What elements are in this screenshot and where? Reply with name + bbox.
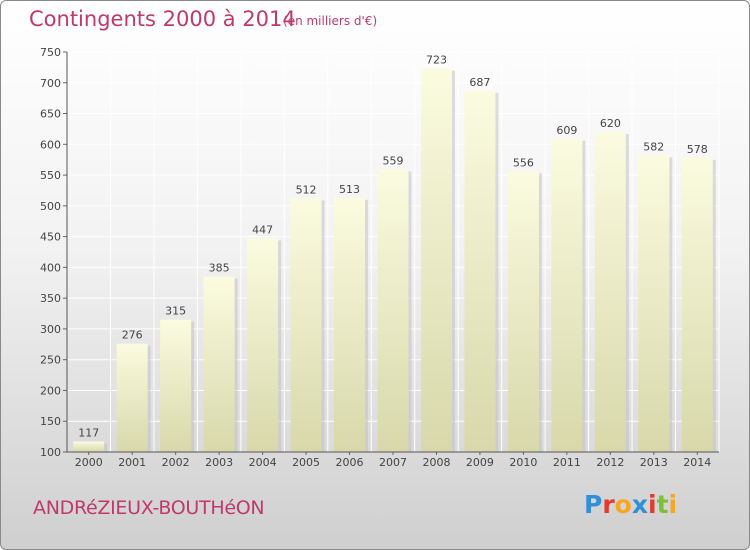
bar <box>420 68 452 452</box>
y-tick-label: 350 <box>40 292 61 305</box>
bar <box>464 90 496 453</box>
y-tick-label: 600 <box>40 138 61 151</box>
data-label: 447 <box>252 223 273 236</box>
data-label: 582 <box>643 140 664 153</box>
bar <box>681 157 713 452</box>
logo-letter: i <box>648 490 657 519</box>
y-tick-label: 250 <box>40 354 61 367</box>
bar <box>507 171 539 452</box>
x-tick-label: 2013 <box>640 456 668 469</box>
y-tick-label: 450 <box>40 231 61 244</box>
x-tick-label: 2011 <box>553 456 581 469</box>
chart-subtitle: (en milliers d'€) <box>283 14 378 28</box>
data-label: 117 <box>78 427 99 440</box>
data-label: 385 <box>209 262 230 275</box>
data-label: 559 <box>383 155 404 168</box>
data-label: 578 <box>687 143 708 156</box>
bar <box>290 198 322 452</box>
y-tick-label: 150 <box>40 415 61 428</box>
x-tick-label: 2001 <box>118 456 146 469</box>
x-tick-label: 2004 <box>249 456 277 469</box>
x-tick-label: 2007 <box>379 456 407 469</box>
proxiti-logo[interactable]: Proxiti <box>584 490 677 519</box>
y-tick-label: 650 <box>40 108 61 121</box>
bar <box>160 319 192 452</box>
data-label: 609 <box>556 124 577 137</box>
y-tick-label: 700 <box>40 77 61 90</box>
data-label: 276 <box>122 329 143 342</box>
chart-title: Contingents 2000 à 2014 <box>29 7 296 31</box>
bar <box>638 155 670 452</box>
data-label: 315 <box>165 305 186 318</box>
y-tick-label: 300 <box>40 323 61 336</box>
y-tick-label: 550 <box>40 169 61 182</box>
bar <box>116 343 148 452</box>
logo-letter: o <box>614 490 632 519</box>
y-tick-label: 500 <box>40 200 61 213</box>
x-tick-label: 2003 <box>205 456 233 469</box>
y-tick-label: 100 <box>40 446 61 459</box>
bar <box>334 197 366 452</box>
logo-letter: t <box>656 490 669 519</box>
data-label: 687 <box>469 76 490 89</box>
bar <box>594 132 626 452</box>
data-label: 556 <box>513 156 534 169</box>
bar <box>377 169 409 453</box>
data-label: 512 <box>296 183 317 196</box>
data-label: 513 <box>339 183 360 196</box>
bars: 117 276 315 385 447 512 513 559 723 687 556 609 620 5… <box>73 54 716 453</box>
x-tick-label: 2005 <box>292 456 320 469</box>
bar <box>73 441 105 452</box>
logo-letter: i <box>668 490 678 519</box>
x-tick-label: 2010 <box>509 456 537 469</box>
x-tick-label: 2012 <box>596 456 624 469</box>
x-tick-label: 2008 <box>422 456 450 469</box>
axes: 100 150 200 250 300 350 400 450 500 550 600 650 700 7… <box>40 46 719 469</box>
y-tick-label: 750 <box>40 46 61 59</box>
logo-letter: r <box>602 490 615 519</box>
y-tick-label: 400 <box>40 261 61 274</box>
bar <box>203 276 235 452</box>
x-tick-label: 2014 <box>683 456 711 469</box>
bar <box>247 238 279 452</box>
x-tick-label: 2009 <box>466 456 494 469</box>
logo-letter: P <box>584 490 603 519</box>
x-tick-label: 2000 <box>75 456 103 469</box>
x-tick-label: 2002 <box>162 456 190 469</box>
y-tick-label: 200 <box>40 384 61 397</box>
data-label: 723 <box>426 54 447 67</box>
bar <box>551 138 583 452</box>
data-label: 620 <box>600 117 621 130</box>
logo-letter: x <box>631 490 648 519</box>
x-tick-label: 2006 <box>336 456 364 469</box>
place-name: ANDRéZIEUX-BOUTHéON <box>33 497 265 519</box>
